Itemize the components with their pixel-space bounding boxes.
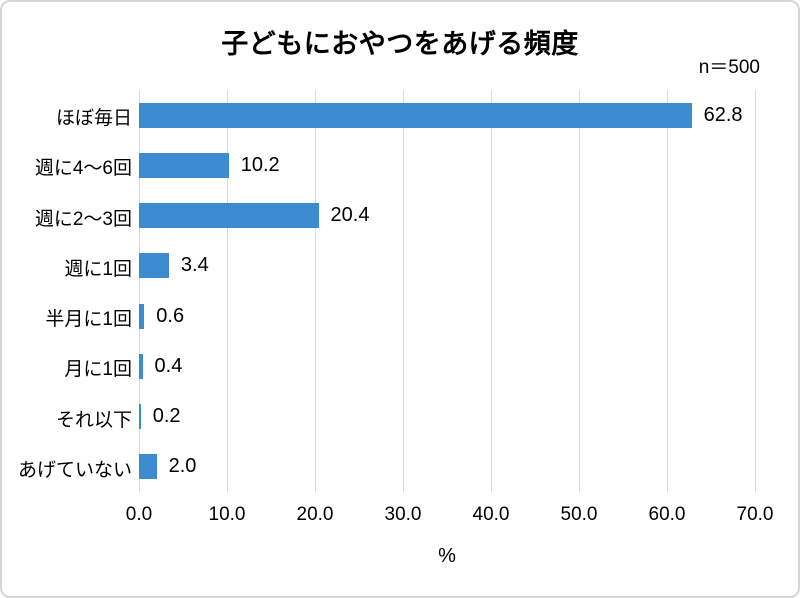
category-label: それ以下: [55, 409, 132, 431]
bar: [139, 102, 692, 128]
chart-title: 子どもにおやつをあげる頻度: [221, 29, 579, 59]
category-label: 週に1回: [64, 258, 132, 280]
x-axis-title: %: [438, 545, 456, 567]
bar-value-label: 2.0: [168, 455, 197, 478]
bar: [139, 203, 319, 229]
bar-row: 2.0: [139, 442, 755, 492]
bar-value-label: 62.8: [703, 103, 743, 126]
category-label: あげていない: [17, 459, 132, 481]
x-tick-label: 10.0: [208, 504, 246, 525]
category-label: 月に1回: [64, 359, 132, 381]
category-label: 週に2～3回: [34, 208, 132, 230]
gridline: [139, 90, 140, 492]
gridline: [227, 90, 228, 492]
bar: [139, 303, 145, 329]
bar: [139, 353, 143, 379]
x-tick-label: 70.0: [736, 504, 774, 525]
sample-size-label: n＝500: [698, 57, 760, 78]
bar-value-label: 20.4: [330, 204, 370, 227]
x-tick-label: 20.0: [296, 504, 334, 525]
gridline: [667, 90, 668, 492]
bar-row: 0.4: [139, 341, 755, 391]
gridline: [315, 90, 316, 492]
bar-value-label: 10.2: [240, 153, 280, 176]
gridline: [491, 90, 492, 492]
bar: [139, 454, 157, 480]
gridline: [755, 90, 756, 492]
category-label: 週に4～6回: [34, 158, 132, 180]
bar-row: 20.4: [139, 191, 755, 241]
x-tick-label: 60.0: [648, 504, 686, 525]
gridline: [579, 90, 580, 492]
x-tick-label: 40.0: [472, 504, 510, 525]
bar-value-label: 0.6: [156, 304, 185, 327]
bar-value-label: 0.4: [154, 354, 183, 377]
category-label: 半月に1回: [45, 309, 132, 331]
bar: [139, 404, 141, 430]
gridline: [403, 90, 404, 492]
x-tick-label: 0.0: [125, 504, 153, 525]
x-tick-label: 30.0: [384, 504, 422, 525]
bar-row: 3.4: [139, 241, 755, 291]
bar: [139, 253, 169, 279]
bar: [139, 152, 229, 178]
bar-row: 10.2: [139, 140, 755, 190]
bar-value-label: 3.4: [180, 254, 209, 277]
x-tick-label: 50.0: [560, 504, 598, 525]
bar-row: 0.2: [139, 392, 755, 442]
bar-row: 0.6: [139, 291, 755, 341]
bar-value-label: 0.2: [152, 405, 181, 428]
plot-area: 62.8 10.2 20.4 3.4 0.6 0.4 0.2 2.0: [139, 90, 756, 492]
category-label: ほぼ毎日: [55, 108, 132, 130]
bar-row: 62.8: [139, 90, 755, 140]
